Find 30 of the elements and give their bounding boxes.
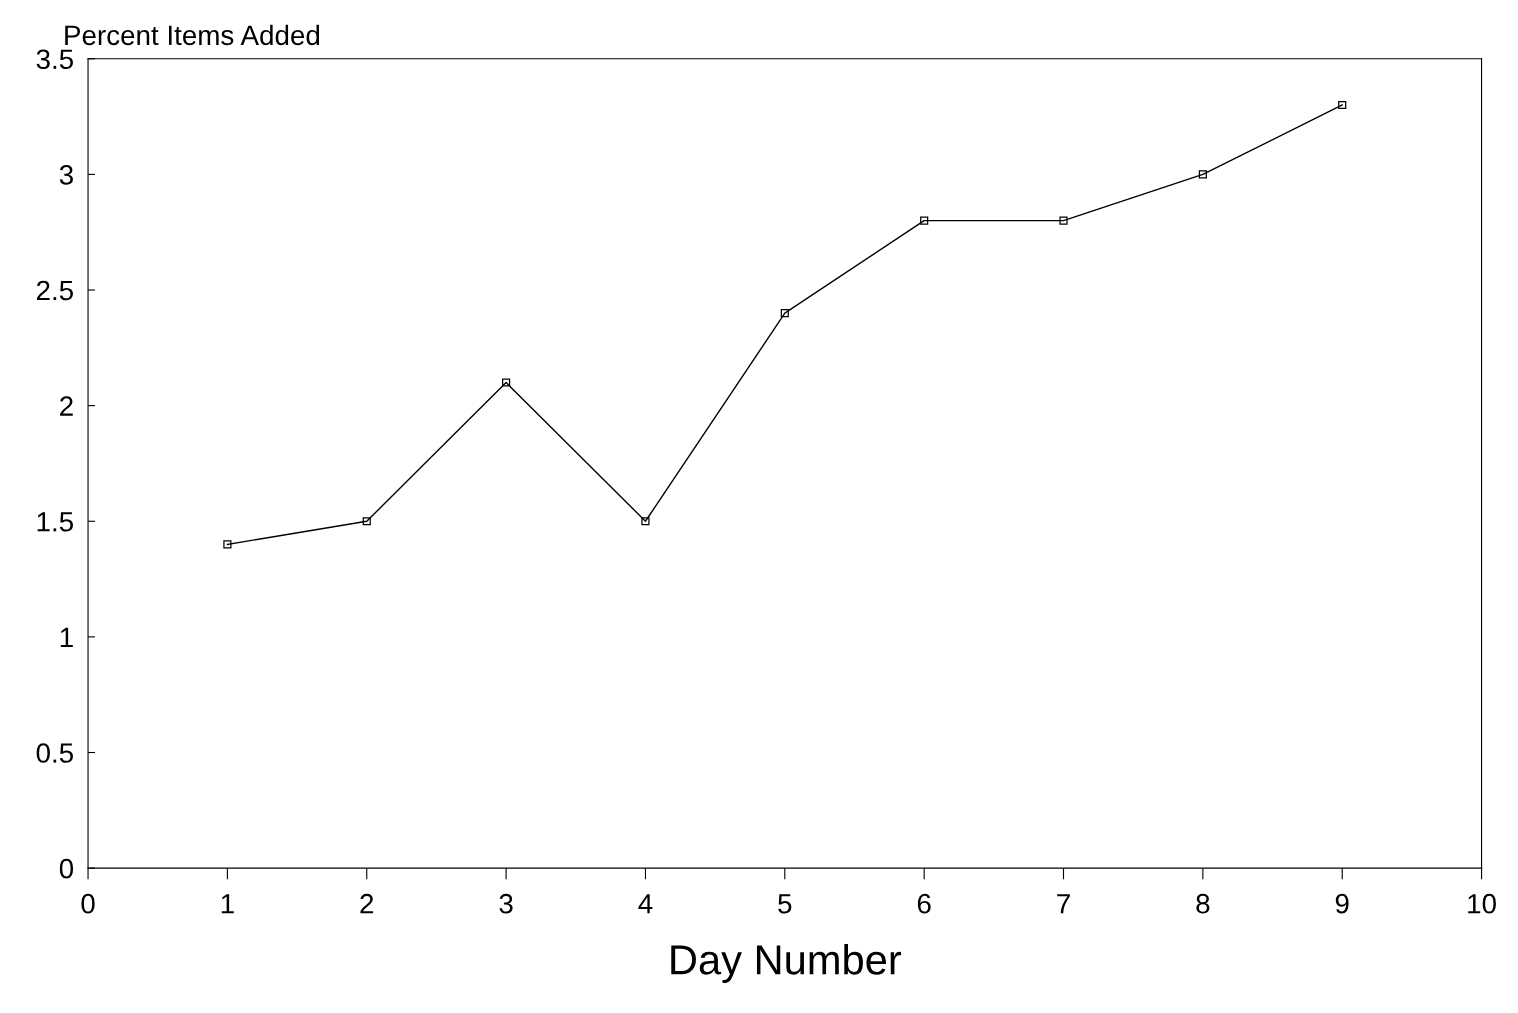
point xyxy=(1198,170,1207,179)
y-tick-label: 2 xyxy=(60,396,73,416)
point xyxy=(502,378,511,387)
x-tick-label: 10 xyxy=(1468,893,1496,914)
x-tick-label: 4 xyxy=(638,894,653,914)
point xyxy=(641,517,650,526)
point xyxy=(362,517,371,526)
point xyxy=(780,309,789,318)
y-axis-title: Percent Items Added xyxy=(65,24,320,46)
y-tick-label: 3.5 xyxy=(36,49,73,70)
point xyxy=(223,540,232,549)
x-tick-label: 6 xyxy=(917,893,931,914)
x-tick-label: 8 xyxy=(1196,893,1210,914)
x-tick-label: 1 xyxy=(221,894,234,914)
y-tick-label: 0.5 xyxy=(36,743,73,763)
x-axis-title: Day Number xyxy=(671,944,902,983)
point xyxy=(1338,100,1347,110)
y-tick-label: 2.5 xyxy=(36,280,73,301)
x-tick-label: 2 xyxy=(360,893,374,914)
x-tick-label: 0 xyxy=(81,893,95,914)
point xyxy=(1059,216,1068,225)
x-tick-label: 3 xyxy=(499,893,513,914)
y-tick-label: 3 xyxy=(59,165,73,185)
y-tick-label: 0 xyxy=(59,858,74,879)
x-tick-label: 7 xyxy=(1057,894,1070,914)
x-tick-label: 9 xyxy=(1335,893,1349,914)
y-tick-label: 1 xyxy=(60,627,73,647)
point xyxy=(920,216,929,225)
y-tick-label: 1.5 xyxy=(37,512,73,532)
x-tick-label: 5 xyxy=(778,894,792,914)
